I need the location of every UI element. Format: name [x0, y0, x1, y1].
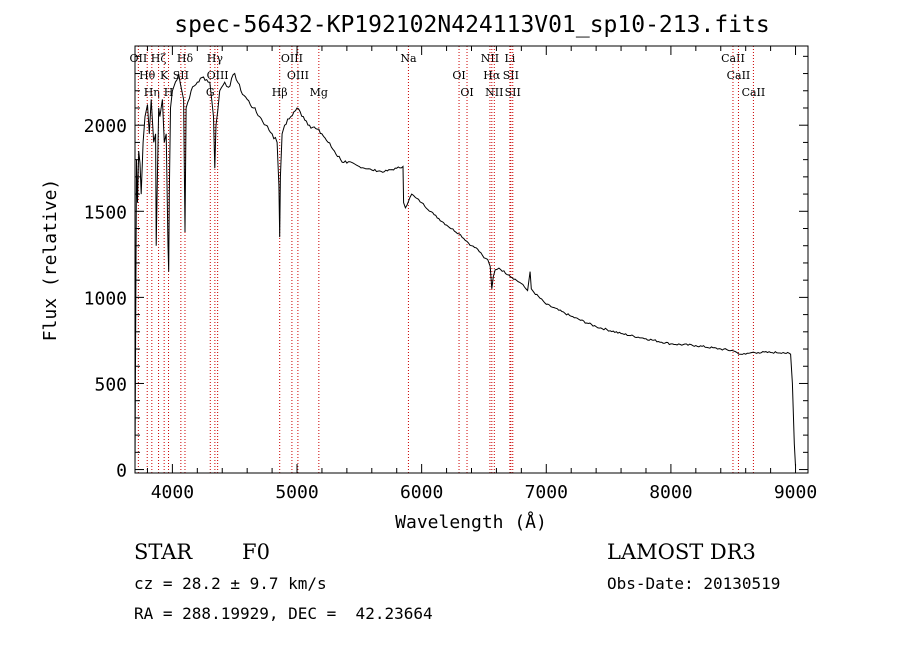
y-axis-label: Flux (relative) — [40, 179, 61, 342]
y-tick-label: 1000 — [84, 288, 127, 309]
line-marker-label: CaII — [742, 86, 766, 99]
observation-date: Obs-Date: 20130519 — [607, 574, 781, 593]
line-marker-label: Hζ — [151, 52, 167, 65]
x-axis-label: Wavelength (Å) — [395, 511, 547, 533]
line-marker-label: G — [206, 86, 215, 99]
redshift-cz: cz = 28.2 ± 9.7 km/s — [134, 574, 327, 593]
line-marker-label: Hη — [144, 86, 160, 99]
line-marker-label: Hα — [483, 69, 501, 82]
line-marker-label: SII — [173, 69, 189, 82]
line-marker-label: K — [160, 69, 169, 82]
x-tick-label: 7000 — [525, 482, 568, 503]
y-tick-label: 1500 — [84, 202, 127, 223]
line-marker-label: Hδ — [177, 52, 194, 65]
line-marker-label: OIII — [287, 69, 309, 82]
chart-title: spec-56432-KP192102N424113V01_sp10-213.f… — [174, 12, 769, 38]
line-marker-label: OIII — [207, 69, 229, 82]
line-marker-label: NII — [481, 52, 499, 65]
x-tick-label: 9000 — [774, 482, 817, 503]
line-marker-label: Hθ — [139, 69, 156, 82]
y-tick-label: 0 — [116, 461, 127, 482]
line-marker-label: CaII — [727, 69, 751, 82]
ra-dec-coordinates: RA = 288.19929, DEC = 42.23664 — [134, 604, 433, 623]
x-tick-label: 4000 — [151, 482, 194, 503]
x-tick-label: 6000 — [400, 482, 443, 503]
axis-ticks — [135, 46, 808, 473]
line-marker-label: H — [164, 86, 174, 99]
line-marker-label: Hβ — [272, 86, 288, 99]
line-marker-label: OI — [452, 69, 465, 82]
spectrum-line — [134, 72, 796, 468]
line-marker-label: OII — [130, 52, 148, 65]
plot-frame — [134, 45, 809, 474]
y-tick-label: 2000 — [84, 116, 127, 137]
x-tick-label: 5000 — [275, 482, 318, 503]
line-marker-label: Mg — [310, 86, 328, 99]
line-marker-label: NII — [485, 86, 503, 99]
line-marker-label: SII — [505, 86, 521, 99]
line-marker-label: OI — [460, 86, 473, 99]
x-tick-label: 8000 — [649, 482, 692, 503]
spectral-subclass: F0 — [242, 540, 270, 564]
line-marker-label: Hγ — [207, 52, 224, 65]
axis-tick-labels: 4000 5000 6000 7000 8000 9000 0 500 1000 1500 2000 — [84, 116, 818, 503]
line-marker-label: SII — [503, 69, 519, 82]
line-marker-label: Na — [400, 52, 417, 65]
y-tick-label: 500 — [94, 374, 127, 395]
emission-line-markers: OIIHθHηHζKHHδSIIGHγOIIIHβOIIIOIIIMgNaOIO… — [130, 46, 766, 473]
object-type: STAR — [134, 540, 193, 564]
line-marker-label: CaII — [721, 52, 745, 65]
line-marker-label: OIII — [281, 52, 303, 65]
survey-name: LAMOST DR3 — [607, 540, 756, 564]
line-marker-label: Li — [504, 52, 515, 65]
